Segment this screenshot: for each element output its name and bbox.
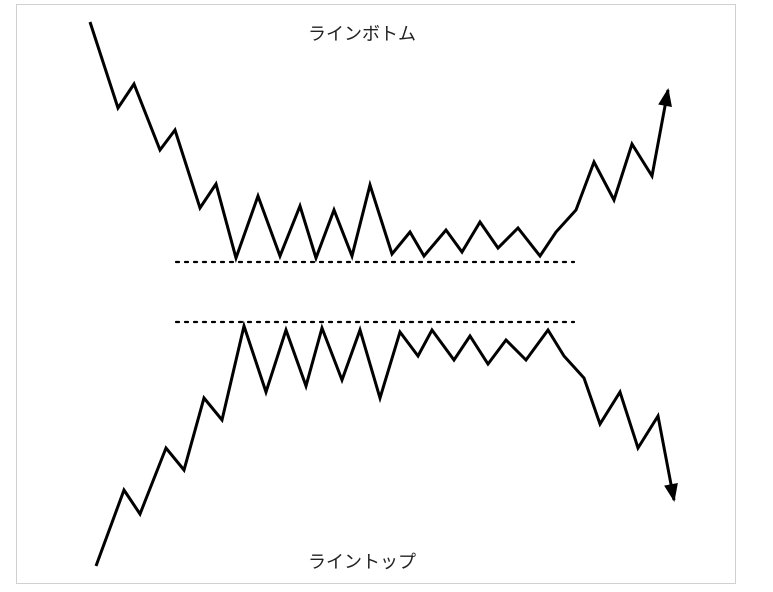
label-line-bottom: ラインボトム — [308, 20, 416, 46]
line-top-pattern — [96, 326, 674, 566]
line-bottom-pattern — [90, 22, 668, 258]
line-bottom-pattern-arrowhead — [658, 88, 672, 107]
label-line-top: ライントップ — [308, 548, 416, 574]
line-top-pattern-arrowhead — [664, 483, 678, 502]
chart-svg — [0, 0, 773, 592]
